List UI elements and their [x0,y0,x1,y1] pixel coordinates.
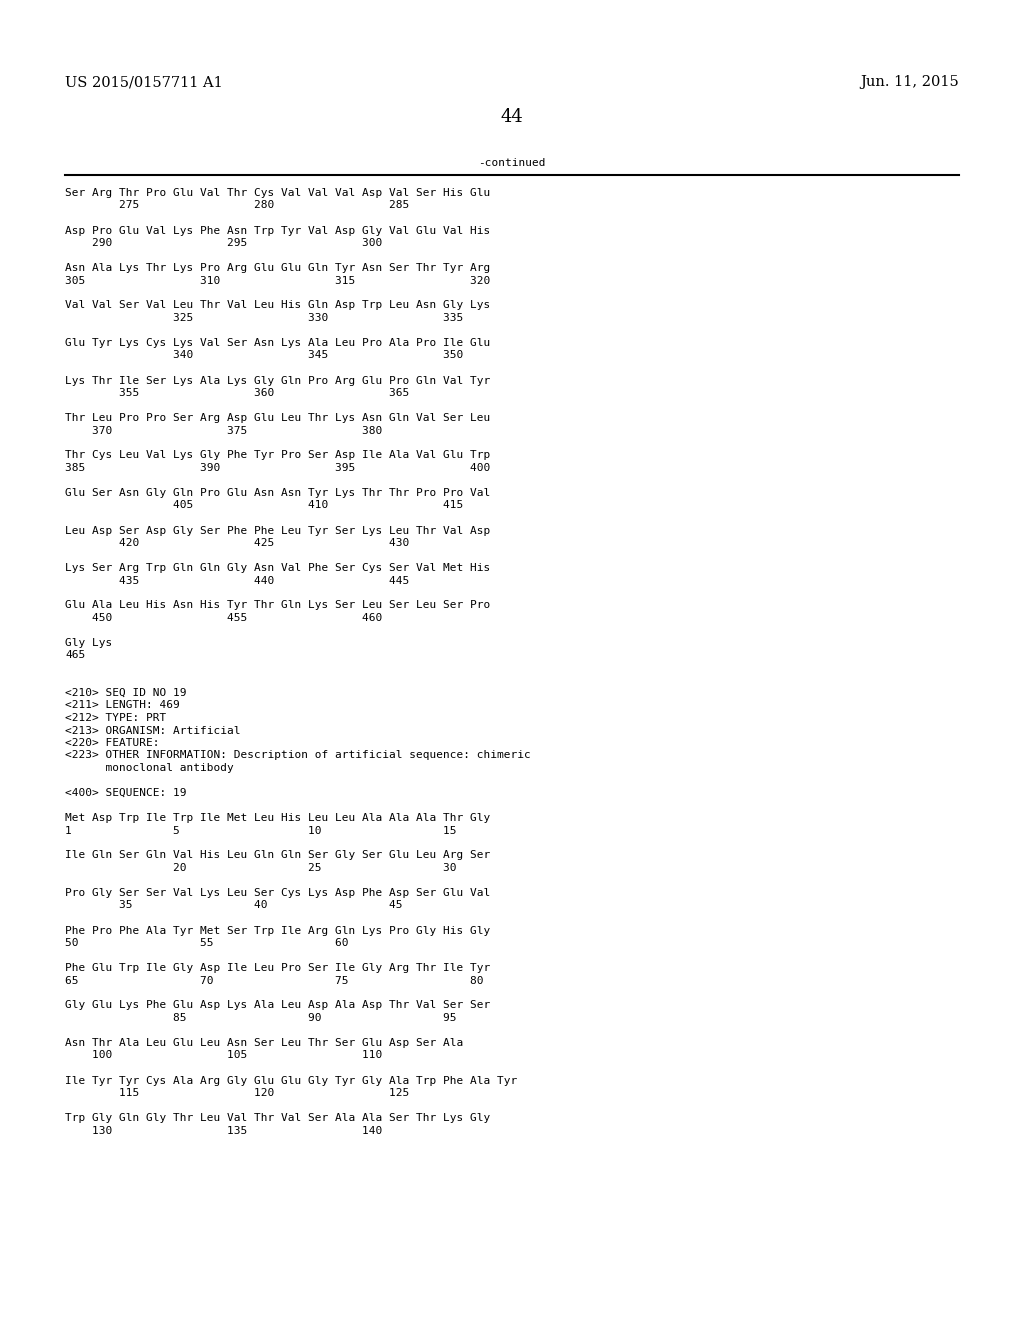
Text: <220> FEATURE:: <220> FEATURE: [65,738,160,748]
Text: Val Val Ser Val Leu Thr Val Leu His Gln Asp Trp Leu Asn Gly Lys: Val Val Ser Val Leu Thr Val Leu His Gln … [65,301,490,310]
Text: Gly Lys: Gly Lys [65,638,113,648]
Text: 50                  55                  60: 50 55 60 [65,939,348,948]
Text: Trp Gly Gln Gly Thr Leu Val Thr Val Ser Ala Ala Ser Thr Lys Gly: Trp Gly Gln Gly Thr Leu Val Thr Val Ser … [65,1113,490,1123]
Text: Glu Tyr Lys Cys Lys Val Ser Asn Lys Ala Leu Pro Ala Pro Ile Glu: Glu Tyr Lys Cys Lys Val Ser Asn Lys Ala … [65,338,490,348]
Text: 44: 44 [501,108,523,125]
Text: Thr Leu Pro Pro Ser Arg Asp Glu Leu Thr Lys Asn Gln Val Ser Leu: Thr Leu Pro Pro Ser Arg Asp Glu Leu Thr … [65,413,490,422]
Text: 450                 455                 460: 450 455 460 [65,612,382,623]
Text: 65                  70                  75                  80: 65 70 75 80 [65,975,483,986]
Text: 435                 440                 445: 435 440 445 [65,576,410,586]
Text: Pro Gly Ser Ser Val Lys Leu Ser Cys Lys Asp Phe Asp Ser Glu Val: Pro Gly Ser Ser Val Lys Leu Ser Cys Lys … [65,888,490,898]
Text: <210> SEQ ID NO 19: <210> SEQ ID NO 19 [65,688,186,698]
Text: Asp Pro Glu Val Lys Phe Asn Trp Tyr Val Asp Gly Val Glu Val His: Asp Pro Glu Val Lys Phe Asn Trp Tyr Val … [65,226,490,235]
Text: monoclonal antibody: monoclonal antibody [65,763,233,774]
Text: <213> ORGANISM: Artificial: <213> ORGANISM: Artificial [65,726,241,735]
Text: Ser Arg Thr Pro Glu Val Thr Cys Val Val Val Asp Val Ser His Glu: Ser Arg Thr Pro Glu Val Thr Cys Val Val … [65,187,490,198]
Text: 305                 310                 315                 320: 305 310 315 320 [65,276,490,285]
Text: Met Asp Trp Ile Trp Ile Met Leu His Leu Leu Ala Ala Ala Thr Gly: Met Asp Trp Ile Trp Ile Met Leu His Leu … [65,813,490,822]
Text: 385                 390                 395                 400: 385 390 395 400 [65,463,490,473]
Text: 370                 375                 380: 370 375 380 [65,425,382,436]
Text: 85                  90                  95: 85 90 95 [65,1012,457,1023]
Text: 420                 425                 430: 420 425 430 [65,539,410,548]
Text: Glu Ala Leu His Asn His Tyr Thr Gln Lys Ser Leu Ser Leu Ser Pro: Glu Ala Leu His Asn His Tyr Thr Gln Lys … [65,601,490,610]
Text: 355                 360                 365: 355 360 365 [65,388,410,399]
Text: Phe Pro Phe Ala Tyr Met Ser Trp Ile Arg Gln Lys Pro Gly His Gly: Phe Pro Phe Ala Tyr Met Ser Trp Ile Arg … [65,925,490,936]
Text: <212> TYPE: PRT: <212> TYPE: PRT [65,713,166,723]
Text: 465: 465 [65,651,85,660]
Text: <400> SEQUENCE: 19: <400> SEQUENCE: 19 [65,788,186,799]
Text: Jun. 11, 2015: Jun. 11, 2015 [860,75,959,88]
Text: 20                  25                  30: 20 25 30 [65,863,457,873]
Text: 115                 120                 125: 115 120 125 [65,1088,410,1098]
Text: Gly Glu Lys Phe Glu Asp Lys Ala Leu Asp Ala Asp Thr Val Ser Ser: Gly Glu Lys Phe Glu Asp Lys Ala Leu Asp … [65,1001,490,1011]
Text: 405                 410                 415: 405 410 415 [65,500,463,511]
Text: Leu Asp Ser Asp Gly Ser Phe Phe Leu Tyr Ser Lys Leu Thr Val Asp: Leu Asp Ser Asp Gly Ser Phe Phe Leu Tyr … [65,525,490,536]
Text: Lys Thr Ile Ser Lys Ala Lys Gly Gln Pro Arg Glu Pro Gln Val Tyr: Lys Thr Ile Ser Lys Ala Lys Gly Gln Pro … [65,375,490,385]
Text: Glu Ser Asn Gly Gln Pro Glu Asn Asn Tyr Lys Thr Thr Pro Pro Val: Glu Ser Asn Gly Gln Pro Glu Asn Asn Tyr … [65,488,490,498]
Text: 325                 330                 335: 325 330 335 [65,313,463,323]
Text: -continued: -continued [478,158,546,168]
Text: 1               5                   10                  15: 1 5 10 15 [65,825,457,836]
Text: Lys Ser Arg Trp Gln Gln Gly Asn Val Phe Ser Cys Ser Val Met His: Lys Ser Arg Trp Gln Gln Gly Asn Val Phe … [65,564,490,573]
Text: 340                 345                 350: 340 345 350 [65,351,463,360]
Text: Ile Gln Ser Gln Val His Leu Gln Gln Ser Gly Ser Glu Leu Arg Ser: Ile Gln Ser Gln Val His Leu Gln Gln Ser … [65,850,490,861]
Text: Asn Thr Ala Leu Glu Leu Asn Ser Leu Thr Ser Glu Asp Ser Ala: Asn Thr Ala Leu Glu Leu Asn Ser Leu Thr … [65,1038,463,1048]
Text: <223> OTHER INFORMATION: Description of artificial sequence: chimeric: <223> OTHER INFORMATION: Description of … [65,751,530,760]
Text: 35                  40                  45: 35 40 45 [65,900,402,911]
Text: 100                 105                 110: 100 105 110 [65,1051,382,1060]
Text: <211> LENGTH: 469: <211> LENGTH: 469 [65,701,180,710]
Text: Phe Glu Trp Ile Gly Asp Ile Leu Pro Ser Ile Gly Arg Thr Ile Tyr: Phe Glu Trp Ile Gly Asp Ile Leu Pro Ser … [65,964,490,973]
Text: US 2015/0157711 A1: US 2015/0157711 A1 [65,75,223,88]
Text: 290                 295                 300: 290 295 300 [65,238,382,248]
Text: Thr Cys Leu Val Lys Gly Phe Tyr Pro Ser Asp Ile Ala Val Glu Trp: Thr Cys Leu Val Lys Gly Phe Tyr Pro Ser … [65,450,490,461]
Text: 275                 280                 285: 275 280 285 [65,201,410,210]
Text: Ile Tyr Tyr Cys Ala Arg Gly Glu Glu Gly Tyr Gly Ala Trp Phe Ala Tyr: Ile Tyr Tyr Cys Ala Arg Gly Glu Glu Gly … [65,1076,517,1085]
Text: 130                 135                 140: 130 135 140 [65,1126,382,1135]
Text: Asn Ala Lys Thr Lys Pro Arg Glu Glu Gln Tyr Asn Ser Thr Tyr Arg: Asn Ala Lys Thr Lys Pro Arg Glu Glu Gln … [65,263,490,273]
